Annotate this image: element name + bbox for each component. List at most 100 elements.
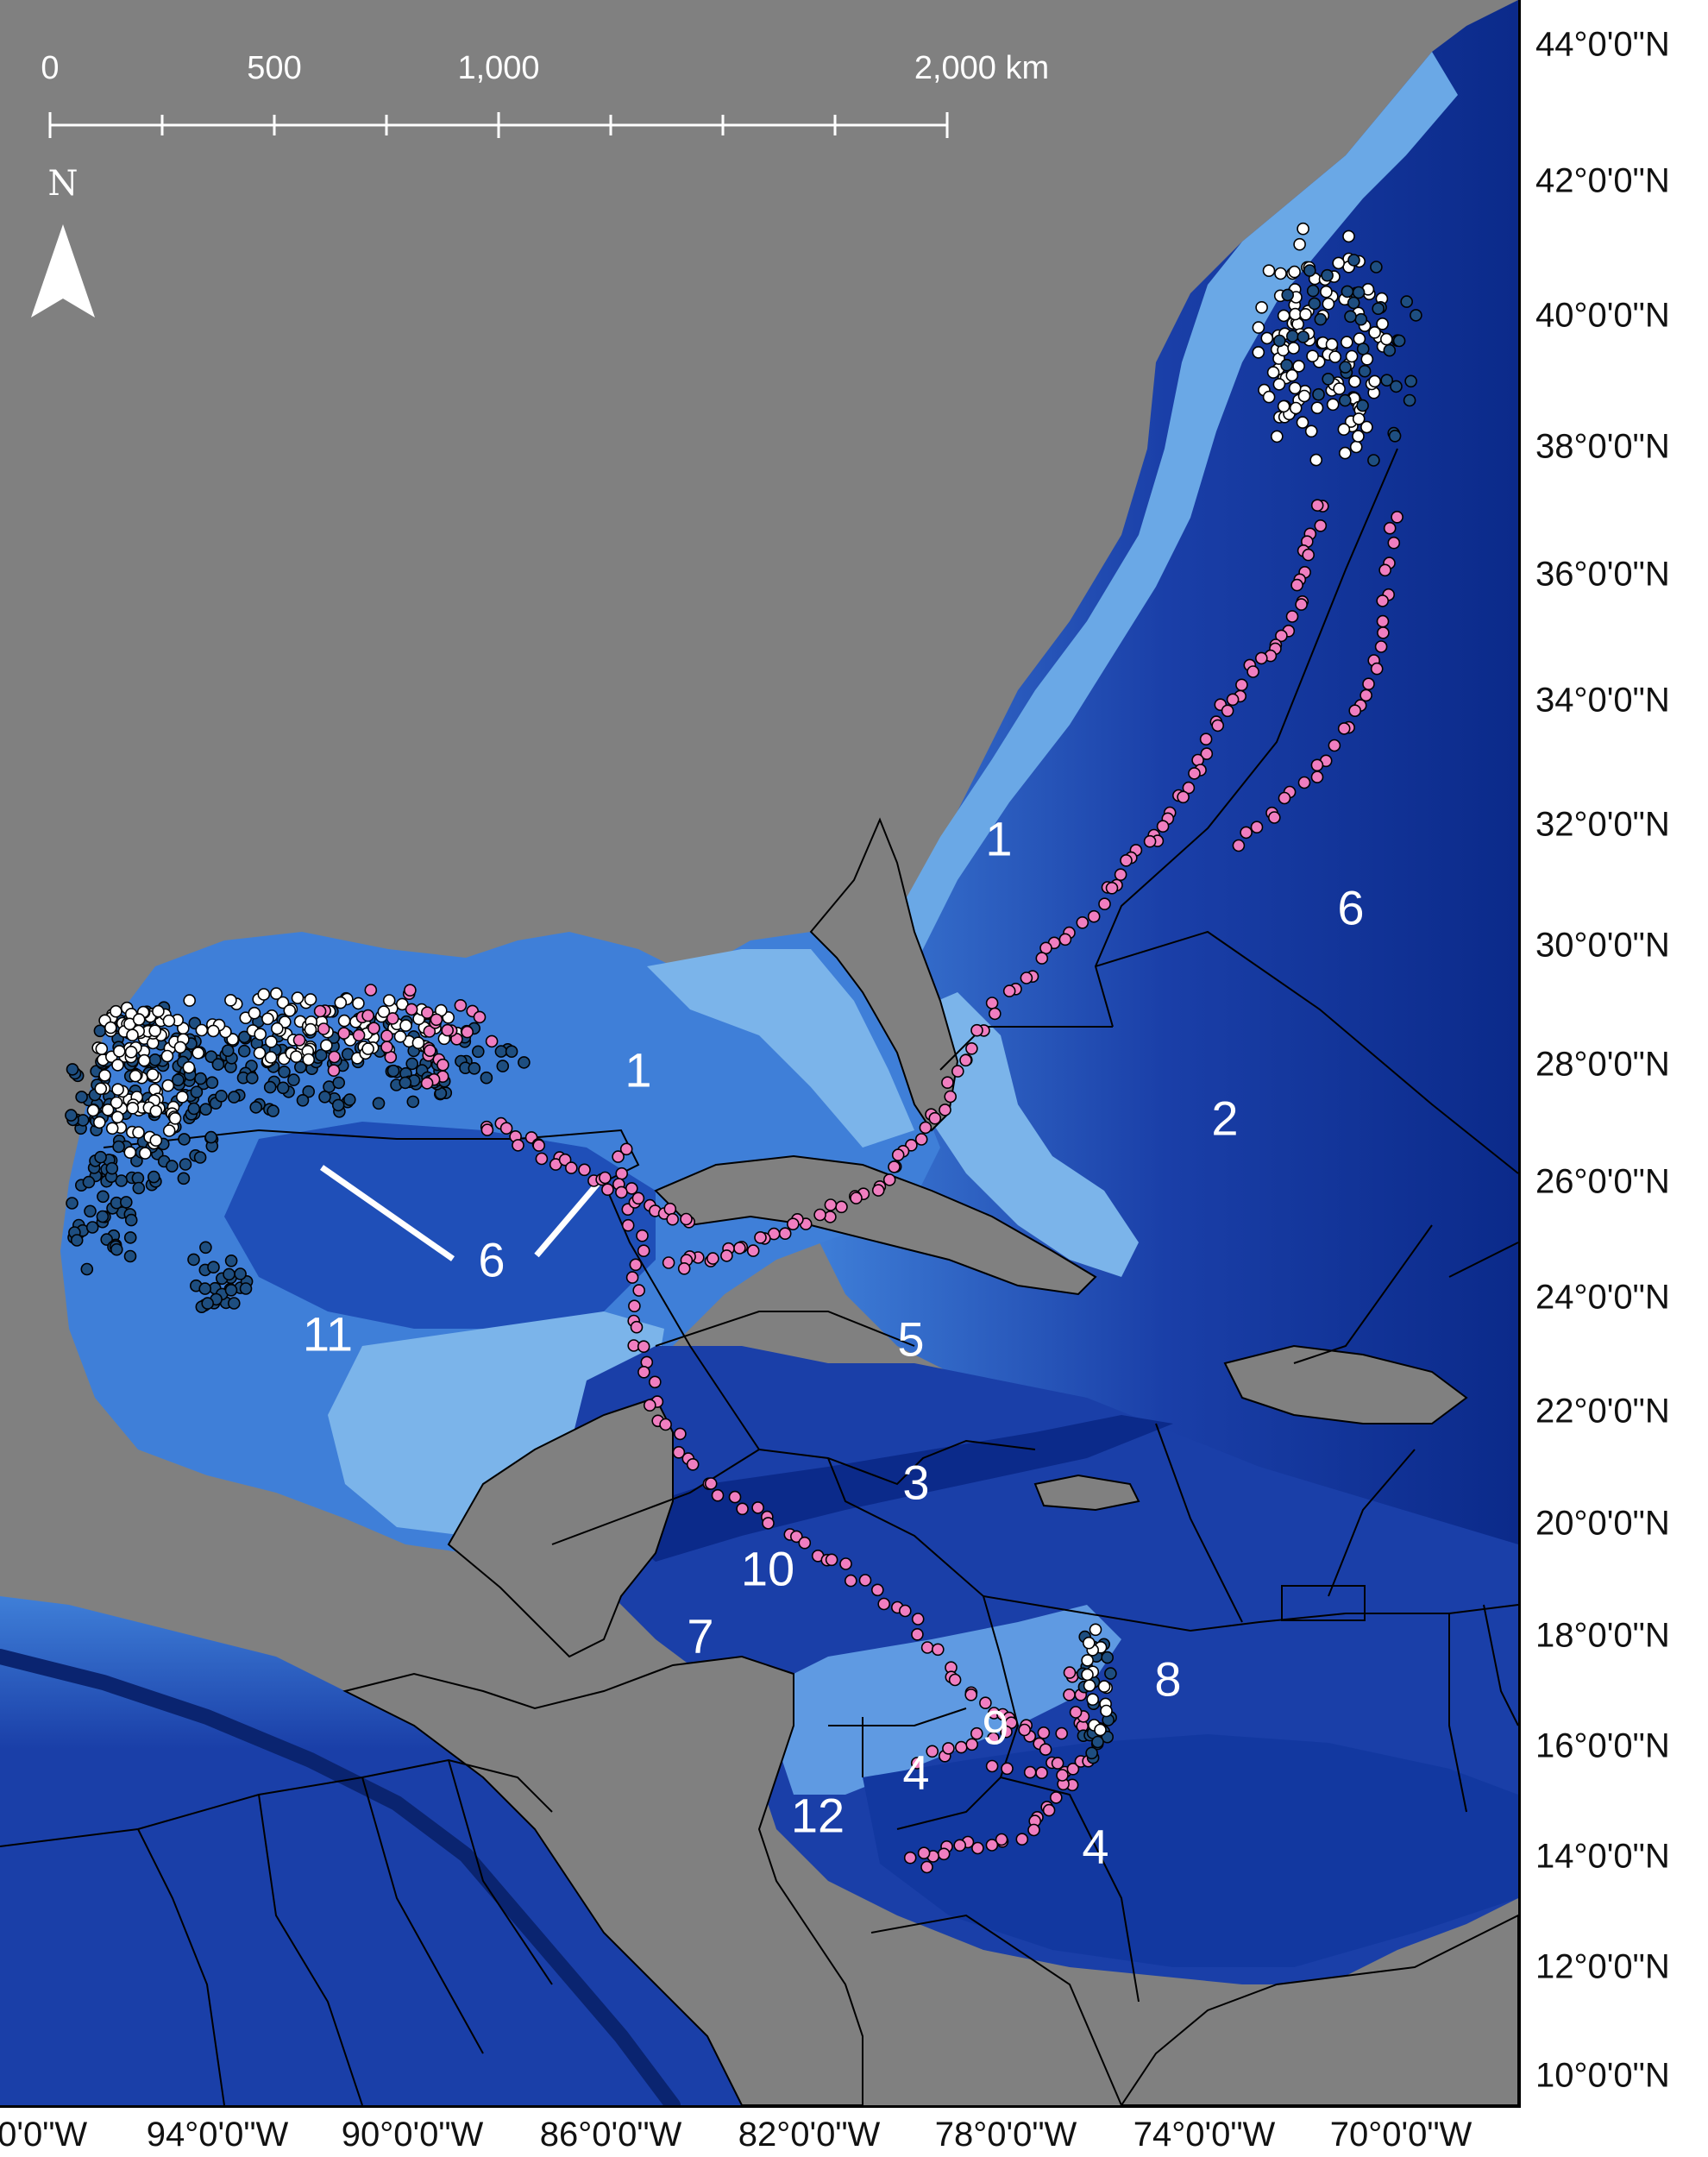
zone-label-3: 3 xyxy=(902,1455,930,1510)
navy-dot xyxy=(1367,454,1380,467)
white-dot xyxy=(319,1039,333,1052)
pink-dot xyxy=(317,1022,330,1035)
navy-dot xyxy=(1273,334,1286,348)
navy-dot xyxy=(237,1044,251,1058)
pink-dot xyxy=(979,1696,992,1709)
pink-dot xyxy=(951,1065,964,1078)
navy-dot xyxy=(314,1048,328,1062)
pink-dot xyxy=(1226,693,1240,707)
white-dot xyxy=(337,1014,351,1028)
pink-dot xyxy=(1105,882,1119,895)
map-canvas[interactable] xyxy=(0,0,1518,2105)
navy-dot xyxy=(249,1101,263,1114)
pink-dot xyxy=(1188,767,1201,780)
pink-dot xyxy=(1063,1666,1077,1679)
pink-dot xyxy=(1156,820,1170,833)
pink-dot xyxy=(888,1160,901,1173)
white-dot xyxy=(168,1112,182,1125)
pink-dot xyxy=(405,1003,418,1016)
pink-dot xyxy=(672,1446,686,1459)
zone-label-11: 11 xyxy=(302,1306,354,1361)
pink-dot xyxy=(1297,776,1311,789)
florida-peninsula xyxy=(809,817,959,1132)
white-dot xyxy=(1348,374,1361,388)
pink-dot xyxy=(728,1490,742,1504)
pink-dot xyxy=(666,1212,680,1226)
white-dot xyxy=(1309,453,1322,467)
navy-dot xyxy=(227,1091,241,1104)
white-dot xyxy=(257,988,271,1001)
pink-dot xyxy=(1177,790,1190,804)
pink-dot xyxy=(824,1211,837,1223)
white-dot xyxy=(139,1147,152,1160)
pink-dot xyxy=(677,1262,691,1275)
pink-dot xyxy=(870,1583,884,1597)
pink-dot xyxy=(1000,1725,1013,1739)
navy-dot xyxy=(97,1190,110,1204)
white-dot xyxy=(1339,446,1352,460)
navy-dot xyxy=(1308,297,1322,311)
white-dot xyxy=(1289,307,1302,321)
zone-label-6-atlantic: 6 xyxy=(1337,880,1365,935)
pink-dot xyxy=(920,1641,934,1654)
pink-dot xyxy=(1240,826,1253,840)
white-dot xyxy=(226,1033,240,1046)
white-dot xyxy=(1266,366,1280,379)
navy-dot xyxy=(148,1053,162,1066)
map-frame[interactable]: 0 500 1,000 2,000 km N 1 1 2 3 4 4 5 6 6… xyxy=(0,0,1521,2108)
pink-dot xyxy=(970,1023,983,1037)
pink-dot xyxy=(615,1185,628,1199)
white-dot xyxy=(1260,331,1274,345)
navy-dot xyxy=(1404,374,1417,388)
pink-dot xyxy=(824,1198,838,1211)
lat-label-10n: 10°0'0"N xyxy=(1535,2056,1670,2095)
pink-dot xyxy=(601,1183,614,1196)
pink-dot xyxy=(1063,1688,1076,1701)
pink-dot xyxy=(499,1122,513,1135)
zone-label-4-west: 4 xyxy=(902,1745,930,1800)
navy-dot xyxy=(123,1249,137,1263)
pink-dot xyxy=(643,1399,656,1412)
navy-dot xyxy=(211,1058,225,1071)
white-dot xyxy=(411,1036,425,1049)
navy-dot xyxy=(66,1063,79,1076)
lat-label-44n: 44°0'0"N xyxy=(1535,25,1670,64)
navy-dot xyxy=(342,1093,356,1106)
pink-dot xyxy=(637,1366,650,1379)
pink-dot xyxy=(1037,1726,1051,1739)
central-america xyxy=(342,1655,863,2105)
white-dot xyxy=(352,997,365,1010)
navy-dot xyxy=(1085,1746,1098,1760)
lat-label-38n: 38°0'0"N xyxy=(1535,427,1670,466)
white-dot xyxy=(1272,378,1286,391)
zone-label-8: 8 xyxy=(1154,1651,1182,1707)
navy-dot xyxy=(302,1085,316,1098)
navy-dot xyxy=(201,1297,214,1310)
white-dot xyxy=(377,1005,391,1018)
pink-dot xyxy=(380,1041,393,1053)
white-dot xyxy=(1089,1623,1102,1637)
pink-dot xyxy=(480,1123,494,1136)
scale-bar xyxy=(48,112,949,138)
navy-dot xyxy=(1356,399,1369,412)
white-dot xyxy=(93,1116,106,1129)
lat-label-30n: 30°0'0"N xyxy=(1535,926,1670,965)
white-dot xyxy=(98,1069,111,1082)
white-dot xyxy=(265,1035,278,1048)
white-dot xyxy=(192,1047,204,1060)
white-dot xyxy=(1322,297,1335,311)
navy-dot xyxy=(1321,268,1334,282)
pink-dot xyxy=(965,1738,978,1751)
zone-label-1-atlantic: 1 xyxy=(985,811,1013,866)
white-dot xyxy=(1337,423,1351,437)
pink-dot xyxy=(619,1142,633,1156)
pink-dot xyxy=(704,1477,718,1490)
white-dot xyxy=(1083,1636,1096,1650)
white-dot xyxy=(1360,352,1374,366)
white-dot xyxy=(304,1022,317,1036)
zone-label-6-gulf: 6 xyxy=(478,1232,505,1287)
navy-dot xyxy=(1380,374,1393,387)
navy-dot xyxy=(386,1064,400,1078)
pink-dot xyxy=(733,1242,746,1255)
pink-dot xyxy=(1302,548,1315,562)
